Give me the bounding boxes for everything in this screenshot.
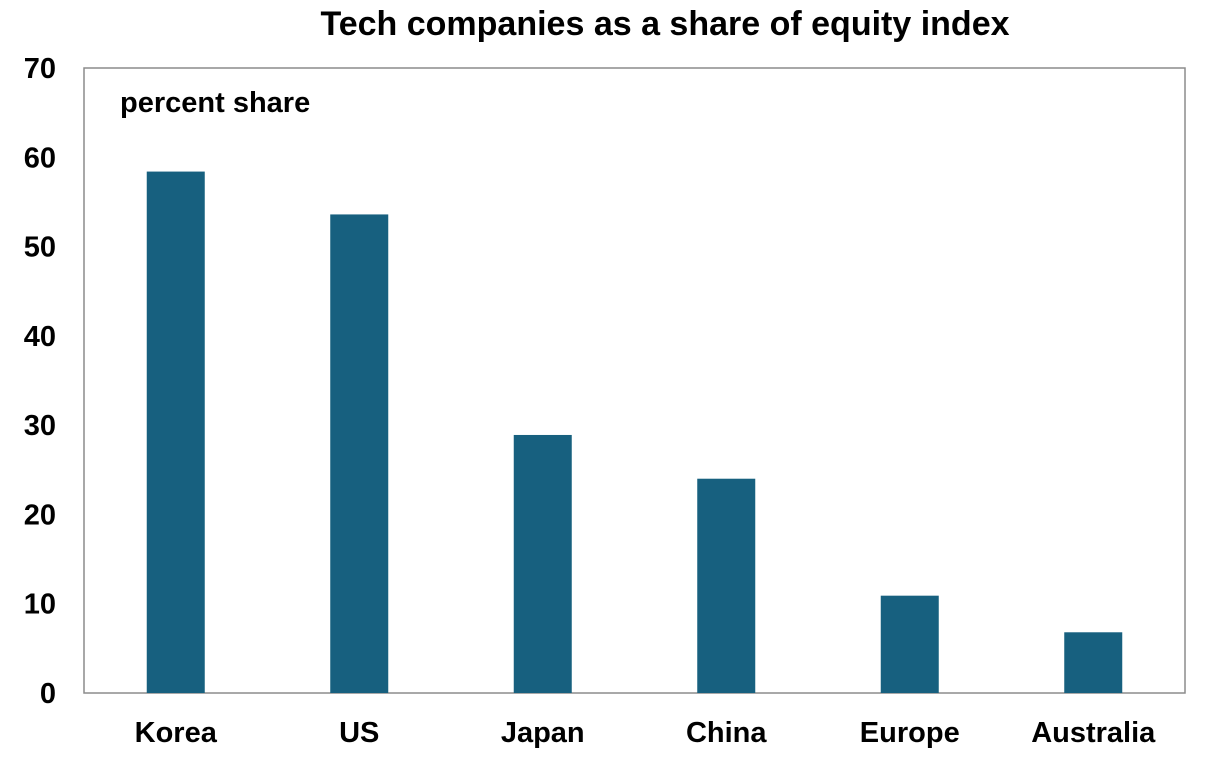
y-tick-label: 20 xyxy=(24,499,56,531)
bar-japan xyxy=(513,434,572,693)
chart-title: Tech companies as a share of equity inde… xyxy=(320,5,1009,43)
y-tick-label: 60 xyxy=(24,142,56,174)
x-tick-label-us: US xyxy=(339,717,379,749)
y-tick-label: 0 xyxy=(40,678,56,710)
plot-area-frame xyxy=(83,67,1186,694)
x-tick-label-europe: Europe xyxy=(860,717,960,749)
x-axis: Korea US Japan China Europe Australia xyxy=(135,717,1157,749)
x-tick-label-japan: Japan xyxy=(501,717,585,749)
bar-europe xyxy=(880,595,939,693)
bar-korea xyxy=(146,171,205,694)
bar-us xyxy=(330,214,389,693)
y-tick-label: 30 xyxy=(24,410,56,442)
bar-australia xyxy=(1064,632,1123,693)
bar-china xyxy=(697,478,756,693)
x-tick-label-australia: Australia xyxy=(1031,717,1156,749)
x-tick-label-korea: Korea xyxy=(135,717,218,749)
y-tick-label: 70 xyxy=(24,53,56,85)
y-tick-label: 40 xyxy=(24,321,56,353)
unit-label: percent share xyxy=(120,87,310,119)
x-tick-label-china: China xyxy=(686,717,767,749)
bar-series xyxy=(146,171,1123,694)
y-tick-label: 50 xyxy=(24,232,56,264)
y-tick-label: 10 xyxy=(24,589,56,621)
y-axis: 0 10 20 30 40 50 60 70 xyxy=(24,53,56,710)
